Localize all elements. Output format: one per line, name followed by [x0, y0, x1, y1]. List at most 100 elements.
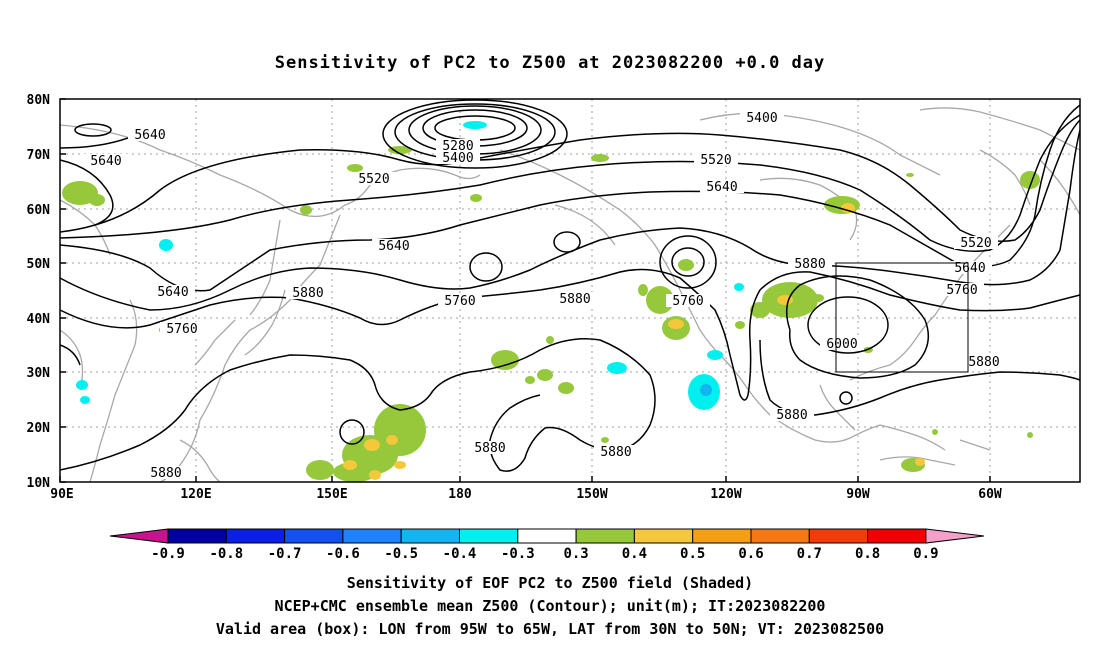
coastlines [59, 107, 1081, 483]
shade-patch [343, 460, 357, 470]
contour-label: 5400 [746, 111, 777, 126]
contour-label: 5640 [954, 261, 985, 276]
shade-patch [491, 350, 519, 370]
lon-label: 180 [448, 487, 472, 502]
shade-patch [707, 350, 723, 360]
contour-label: 5880 [968, 355, 999, 370]
contour-label: 5280 [442, 139, 473, 154]
colorbar-segment [575, 528, 635, 544]
shade-patch [62, 181, 98, 205]
contour-label: 6000 [826, 337, 857, 352]
lon-label: 120E [180, 487, 211, 502]
contour-label: 5760 [946, 283, 977, 298]
shade-patch [80, 396, 90, 404]
colorbar-label: 0.7 [797, 546, 822, 562]
colorbar-segment [750, 528, 810, 544]
contour-label: 5520 [960, 236, 991, 251]
lat-label: 30N [27, 366, 51, 381]
shade-patch [906, 173, 914, 177]
contour-label: 5880 [794, 257, 825, 272]
colorbar-segment [342, 528, 402, 544]
colorbar-label: 0.3 [563, 546, 588, 562]
colorbar-label: -0.7 [268, 546, 302, 562]
lon-label: 150E [316, 487, 347, 502]
colorbar-label: 0.6 [738, 546, 763, 562]
latitude-labels: 80N 70N 60N 50N 40N 30N 20N 10N [27, 93, 51, 491]
colorbar-label: -0.4 [443, 546, 477, 562]
contour-label: 5520 [358, 172, 389, 187]
contour-label: 5640 [90, 154, 121, 169]
colorbar-label: -0.3 [501, 546, 535, 562]
lat-label: 80N [27, 93, 51, 108]
shade-patch [932, 429, 938, 435]
shade-patch [369, 470, 381, 480]
colorbar-segment [692, 528, 752, 544]
shade-patch [300, 205, 312, 215]
contour-label: 5760 [166, 322, 197, 337]
shade-patch [89, 194, 105, 206]
colorbar-segment [808, 528, 869, 544]
shade-patch [525, 376, 535, 384]
lat-label: 50N [27, 257, 51, 272]
colorbar-label: -0.6 [326, 546, 360, 562]
shade-patch [1027, 432, 1033, 438]
colorbar-segment [517, 528, 577, 544]
shade-patch [394, 461, 406, 469]
shade-patch [607, 362, 627, 374]
shade-patch [734, 283, 744, 291]
map-frame [59, 98, 1081, 483]
shade-patch [915, 458, 925, 466]
colorbar-segment [459, 528, 519, 544]
shade-patch [678, 259, 694, 271]
shade-patch [750, 302, 770, 318]
lat-label: 20N [27, 421, 51, 436]
caption-line-2: NCEP+CMC ensemble mean Z500 (Contour); u… [275, 597, 826, 615]
valid-area-box [835, 262, 969, 373]
shade-patch [388, 146, 412, 154]
lon-label: 150W [576, 487, 607, 502]
colorbar-label: -0.5 [384, 546, 418, 562]
colorbar-label: 0.9 [913, 546, 938, 562]
map-panel: 5640 5640 5280 5400 5400 5520 5520 5640 … [59, 98, 1081, 483]
lat-label: 40N [27, 312, 51, 327]
contour-labels: 5640 5640 5280 5400 5400 5520 5520 5640 … [84, 111, 1006, 481]
shade-patch [812, 294, 824, 302]
shade-patch [668, 319, 684, 329]
colorbar-label: 0.5 [680, 546, 705, 562]
lon-label: 90W [846, 487, 870, 502]
contour-label: 5880 [600, 445, 631, 460]
shade-patch [463, 121, 487, 129]
shade-patch [1020, 171, 1040, 189]
contour-label: 5760 [444, 294, 475, 309]
shade-patch [76, 380, 88, 390]
shade-patch [306, 460, 334, 480]
contour-label: 5520 [700, 153, 731, 168]
colorbar-label: -0.8 [209, 546, 243, 562]
shade-patch [470, 194, 482, 202]
colorbar-low-arrow [109, 528, 169, 544]
contour-label: 5640 [157, 285, 188, 300]
sensitivity-shading [62, 121, 1040, 482]
colorbar-segment [400, 528, 461, 544]
colorbar-label: -0.9 [151, 546, 185, 562]
shade-patch [591, 154, 609, 162]
shade-patch [735, 321, 745, 329]
shade-patch [601, 437, 609, 443]
lon-label: 60W [978, 487, 1002, 502]
shade-patch [347, 164, 363, 172]
lat-label: 70N [27, 148, 51, 163]
colorbar-segment [633, 528, 694, 544]
shade-patch [841, 203, 855, 213]
colorbar-segment [867, 528, 927, 544]
contour-label: 5880 [150, 466, 181, 481]
caption-line-3: Valid area (box): LON from 95W to 65W, L… [216, 620, 884, 638]
contour-label: 5880 [474, 441, 505, 456]
colorbar-label: 0.4 [622, 546, 647, 562]
graticule [60, 99, 1080, 482]
contour-label: 5640 [378, 239, 409, 254]
colorbar: -0.9 -0.8 -0.7 -0.6 -0.5 -0.4 -0.3 0.3 0.4 0.5 0.6… [109, 528, 984, 562]
contour-label: 5400 [442, 151, 473, 166]
caption-line-1: Sensitivity of EOF PC2 to Z500 field (Sh… [347, 574, 753, 592]
figure-title: Sensitivity of PC2 to Z500 at 2023082200… [275, 53, 826, 73]
colorbar-segment [167, 528, 227, 544]
